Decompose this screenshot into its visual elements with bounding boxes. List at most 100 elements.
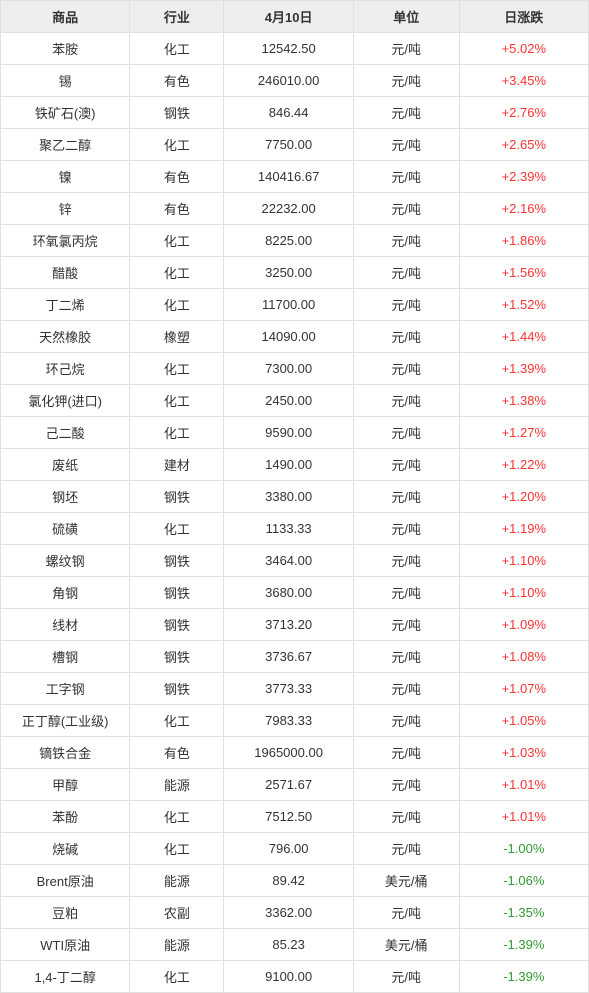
cell-change: -1.06% <box>459 865 588 897</box>
cell-unit: 元/吨 <box>353 33 459 65</box>
cell-price: 3362.00 <box>224 897 353 929</box>
cell-change: -1.39% <box>459 929 588 961</box>
cell-unit: 元/吨 <box>353 129 459 161</box>
cell-industry: 化工 <box>130 385 224 417</box>
cell-product: 钢坯 <box>1 481 130 513</box>
cell-change: +1.01% <box>459 801 588 833</box>
cell-product: 豆粕 <box>1 897 130 929</box>
cell-unit: 元/吨 <box>353 609 459 641</box>
table-row: 工字钢钢铁3773.33元/吨+1.07% <box>1 673 589 705</box>
cell-unit: 元/吨 <box>353 97 459 129</box>
cell-product: 己二酸 <box>1 417 130 449</box>
cell-change: -1.35% <box>459 897 588 929</box>
cell-change: +1.39% <box>459 353 588 385</box>
table-body: 苯胺化工12542.50元/吨+5.02%锡有色246010.00元/吨+3.4… <box>1 33 589 993</box>
cell-industry: 能源 <box>130 865 224 897</box>
cell-industry: 化工 <box>130 129 224 161</box>
header-change: 日涨跌 <box>459 1 588 33</box>
cell-product: 镝铁合金 <box>1 737 130 769</box>
table-row: 槽钢钢铁3736.67元/吨+1.08% <box>1 641 589 673</box>
cell-price: 11700.00 <box>224 289 353 321</box>
cell-unit: 元/吨 <box>353 65 459 97</box>
cell-price: 7750.00 <box>224 129 353 161</box>
cell-unit: 元/吨 <box>353 481 459 513</box>
cell-product: WTI原油 <box>1 929 130 961</box>
cell-industry: 有色 <box>130 193 224 225</box>
commodity-price-table: 商品 行业 4月10日 单位 日涨跌 苯胺化工12542.50元/吨+5.02%… <box>0 0 589 993</box>
table-row: 己二酸化工9590.00元/吨+1.27% <box>1 417 589 449</box>
cell-unit: 元/吨 <box>353 353 459 385</box>
header-product: 商品 <box>1 1 130 33</box>
cell-price: 2571.67 <box>224 769 353 801</box>
cell-product: 铁矿石(澳) <box>1 97 130 129</box>
table-row: Brent原油能源89.42美元/桶-1.06% <box>1 865 589 897</box>
cell-change: +1.44% <box>459 321 588 353</box>
cell-industry: 钢铁 <box>130 577 224 609</box>
cell-industry: 建材 <box>130 449 224 481</box>
cell-price: 140416.67 <box>224 161 353 193</box>
cell-unit: 美元/桶 <box>353 865 459 897</box>
table-row: 镝铁合金有色1965000.00元/吨+1.03% <box>1 737 589 769</box>
cell-change: +1.86% <box>459 225 588 257</box>
cell-change: -1.39% <box>459 961 588 993</box>
cell-industry: 化工 <box>130 961 224 993</box>
table-row: 钢坯钢铁3380.00元/吨+1.20% <box>1 481 589 513</box>
cell-industry: 钢铁 <box>130 545 224 577</box>
cell-industry: 能源 <box>130 929 224 961</box>
table-row: 1,4-丁二醇化工9100.00元/吨-1.39% <box>1 961 589 993</box>
cell-unit: 元/吨 <box>353 225 459 257</box>
cell-product: 甲醇 <box>1 769 130 801</box>
cell-change: +1.07% <box>459 673 588 705</box>
cell-price: 796.00 <box>224 833 353 865</box>
cell-change: +1.09% <box>459 609 588 641</box>
cell-product: 丁二烯 <box>1 289 130 321</box>
table-row: WTI原油能源85.23美元/桶-1.39% <box>1 929 589 961</box>
cell-industry: 化工 <box>130 225 224 257</box>
cell-unit: 元/吨 <box>353 641 459 673</box>
table-row: 铁矿石(澳)钢铁846.44元/吨+2.76% <box>1 97 589 129</box>
cell-change: +3.45% <box>459 65 588 97</box>
cell-unit: 元/吨 <box>353 513 459 545</box>
cell-product: 工字钢 <box>1 673 130 705</box>
cell-product: 环氧氯丙烷 <box>1 225 130 257</box>
table-row: 硫磺化工1133.33元/吨+1.19% <box>1 513 589 545</box>
table-row: 氯化钾(进口)化工2450.00元/吨+1.38% <box>1 385 589 417</box>
table-row: 丁二烯化工11700.00元/吨+1.52% <box>1 289 589 321</box>
cell-unit: 元/吨 <box>353 961 459 993</box>
cell-price: 3680.00 <box>224 577 353 609</box>
table-row: 醋酸化工3250.00元/吨+1.56% <box>1 257 589 289</box>
cell-price: 89.42 <box>224 865 353 897</box>
cell-product: 正丁醇(工业级) <box>1 705 130 737</box>
table-row: 螺纹钢钢铁3464.00元/吨+1.10% <box>1 545 589 577</box>
cell-industry: 化工 <box>130 289 224 321</box>
table-row: 甲醇能源2571.67元/吨+1.01% <box>1 769 589 801</box>
cell-unit: 元/吨 <box>353 673 459 705</box>
table-row: 环己烷化工7300.00元/吨+1.39% <box>1 353 589 385</box>
table-row: 锌有色22232.00元/吨+2.16% <box>1 193 589 225</box>
cell-product: 烧碱 <box>1 833 130 865</box>
cell-industry: 钢铁 <box>130 673 224 705</box>
cell-unit: 元/吨 <box>353 193 459 225</box>
cell-product: Brent原油 <box>1 865 130 897</box>
cell-product: 环己烷 <box>1 353 130 385</box>
table-row: 废纸建材1490.00元/吨+1.22% <box>1 449 589 481</box>
cell-price: 22232.00 <box>224 193 353 225</box>
cell-product: 硫磺 <box>1 513 130 545</box>
cell-change: +1.52% <box>459 289 588 321</box>
cell-product: 苯酚 <box>1 801 130 833</box>
cell-change: +1.10% <box>459 577 588 609</box>
cell-change: +1.03% <box>459 737 588 769</box>
cell-unit: 元/吨 <box>353 289 459 321</box>
cell-product: 螺纹钢 <box>1 545 130 577</box>
cell-unit: 元/吨 <box>353 257 459 289</box>
cell-industry: 钢铁 <box>130 641 224 673</box>
cell-price: 3250.00 <box>224 257 353 289</box>
table-row: 豆粕农副3362.00元/吨-1.35% <box>1 897 589 929</box>
cell-price: 1133.33 <box>224 513 353 545</box>
cell-product: 1,4-丁二醇 <box>1 961 130 993</box>
cell-industry: 化工 <box>130 417 224 449</box>
cell-unit: 元/吨 <box>353 545 459 577</box>
cell-price: 7983.33 <box>224 705 353 737</box>
cell-price: 3713.20 <box>224 609 353 641</box>
cell-change: +2.16% <box>459 193 588 225</box>
